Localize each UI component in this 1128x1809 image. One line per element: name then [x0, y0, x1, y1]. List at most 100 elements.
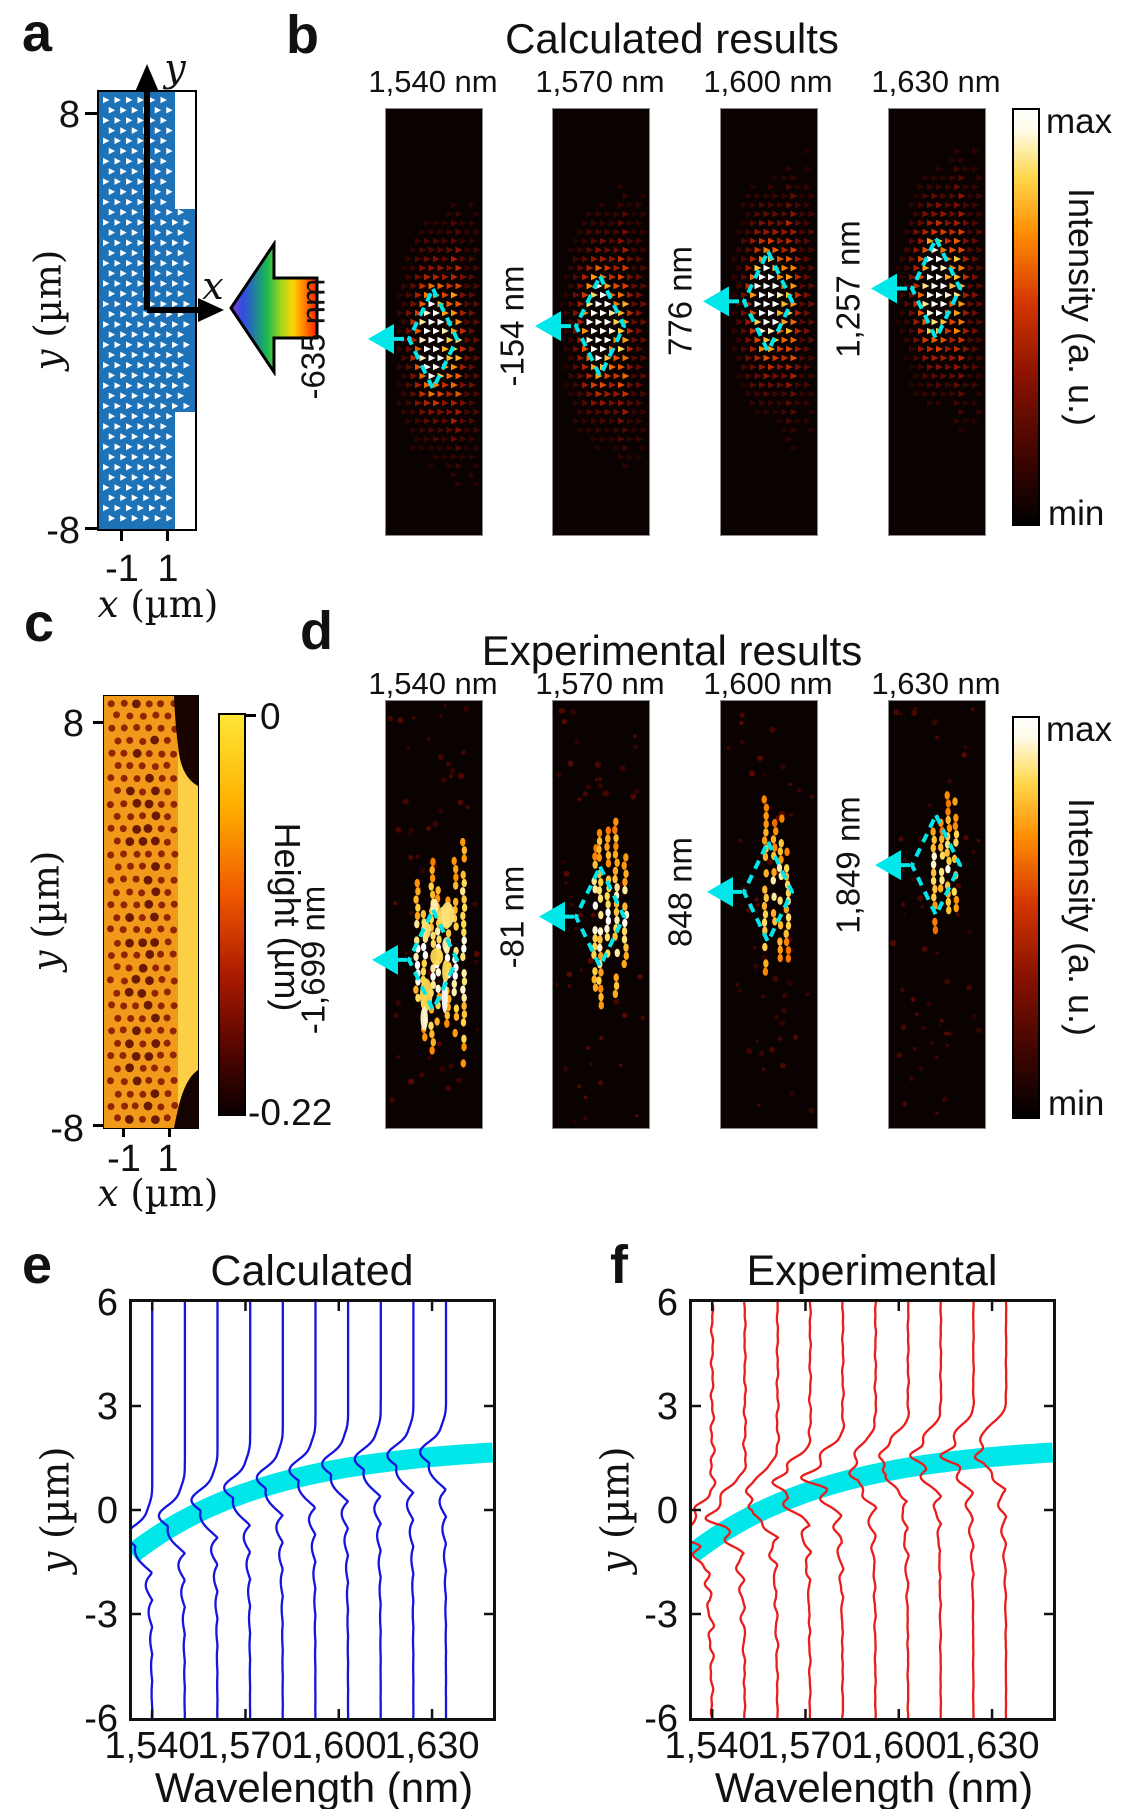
- panel-f-title: Experimental: [746, 1247, 998, 1295]
- e-ytick: 0: [96, 1490, 118, 1532]
- e-plot: [125, 1299, 496, 1721]
- a-xtick-neg: -1: [105, 548, 139, 590]
- c-yaxis-label: y (µm): [24, 850, 68, 972]
- panel-e-title: Calculated: [210, 1247, 414, 1295]
- afm-height-map: [103, 695, 199, 1129]
- c-tickmark: [93, 1124, 103, 1127]
- e-ytick: 6: [96, 1282, 118, 1324]
- f-xtick: 1,540: [664, 1725, 760, 1767]
- d-shift-label-1: -81 nm: [493, 865, 531, 969]
- a-ytick-top: 8: [58, 94, 80, 136]
- d-wavelength-1: 1,570 nm: [535, 666, 665, 701]
- d-colorbar-min: min: [1048, 1084, 1105, 1123]
- f-ytick: 0: [656, 1490, 678, 1532]
- c-height-colorbar: [218, 713, 246, 1116]
- b-shift-label-0: -635 nm: [294, 278, 332, 400]
- f-xtick: 1,570: [757, 1725, 853, 1767]
- panel-c-label: c: [24, 593, 55, 653]
- b-shift-label-2: 776 nm: [661, 246, 699, 357]
- intensity-profile-trace: [288, 1302, 317, 1718]
- d-colorbar-title: Intensity (a. u.): [1061, 797, 1102, 1037]
- b-colorbar-min: min: [1048, 494, 1105, 533]
- e-ytick: 3: [96, 1386, 118, 1428]
- intensity-profile-trace: [744, 1302, 781, 1719]
- d-intensity-map-1570: [553, 701, 649, 1128]
- intensity-profile-trace: [848, 1301, 878, 1719]
- f-yaxis-label: y (µm): [593, 1446, 639, 1574]
- f-plot: [674, 1299, 1056, 1721]
- b-colorbar-max: max: [1046, 102, 1113, 141]
- a-tickmark: [120, 531, 123, 541]
- c-tickmark: [122, 1128, 125, 1137]
- focal-trajectory-band: [685, 1442, 1054, 1562]
- d-wavelength-3: 1,630 nm: [871, 666, 1001, 701]
- intensity-profile-trace: [386, 1302, 415, 1718]
- a-xaxis-label: x (µm): [97, 583, 219, 626]
- intensity-profile-trace: [418, 1302, 448, 1718]
- panel-d-label: d: [300, 601, 333, 661]
- b-intensity-colorbar: [1012, 108, 1040, 526]
- a-ytick-bottom: -8: [46, 510, 80, 552]
- b-shift-label-1: -154 nm: [493, 265, 531, 387]
- d-map-streaks: [387, 703, 480, 1104]
- intensity-profile-trace: [704, 1302, 748, 1718]
- afm-height-map-image: [104, 696, 198, 1128]
- b-wavelength-3: 1,630 nm: [871, 64, 1001, 99]
- intensity-profile-trace: [973, 1301, 1008, 1718]
- f-ytick: 3: [656, 1386, 678, 1428]
- c-colorbar-tick: [246, 714, 256, 717]
- b-wavelength-1: 1,570 nm: [535, 64, 665, 99]
- e-xtick: 1,600: [291, 1725, 387, 1767]
- b-wavelength-0: 1,540 nm: [368, 64, 498, 99]
- d-colorbar-max: max: [1046, 710, 1113, 749]
- e-xtick: 1,570: [197, 1725, 293, 1767]
- a-xtick-pos: 1: [157, 548, 179, 590]
- d-wavelength-2: 1,600 nm: [703, 666, 833, 701]
- e-xaxis-label: Wavelength (nm): [154, 1764, 474, 1809]
- a-tickmark: [85, 112, 97, 115]
- f-xtick: 1,600: [851, 1725, 947, 1767]
- b-map-speckles: [392, 201, 481, 488]
- c-xtick-neg: -1: [107, 1138, 141, 1180]
- b-wavelength-2: 1,600 nm: [703, 64, 833, 99]
- d-map-streaks: [890, 706, 982, 1116]
- f-xtick: 1,630: [944, 1725, 1040, 1767]
- intensity-profile-trace: [321, 1302, 350, 1718]
- f-ytick: -3: [644, 1594, 678, 1636]
- d-intensity-map-1540: [386, 701, 482, 1128]
- panel-b-title: Calculated results: [505, 15, 839, 62]
- panel-d-title: Experimental results: [481, 627, 863, 674]
- f-xaxis-label: Wavelength (nm): [714, 1764, 1034, 1809]
- y-axis-symbol: y: [164, 46, 186, 90]
- b-shift-label-3: 1,257 nm: [829, 219, 867, 358]
- intensity-profile-trace: [909, 1302, 943, 1718]
- intensity-profile-trace: [353, 1302, 382, 1718]
- d-intensity-colorbar: [1012, 716, 1040, 1119]
- b-map-speckles: [895, 147, 984, 434]
- x-axis-arrow-icon: [198, 298, 224, 322]
- intensity-profile-trace: [939, 1302, 976, 1718]
- x-axis-symbol: x: [202, 264, 224, 308]
- y-axis-arrow-icon: [135, 64, 159, 92]
- focal-trajectory-band: [125, 1442, 494, 1562]
- a-yaxis-label: y (µm): [26, 249, 70, 371]
- e-ytick: -3: [84, 1594, 118, 1636]
- d-shift-label-0: -1,699 nm: [294, 885, 332, 1035]
- f-ytick: -6: [644, 1698, 678, 1740]
- e-plot-canvas: [125, 1302, 494, 1719]
- coordinate-axes: [135, 64, 224, 322]
- f-plot-canvas: [674, 1301, 1054, 1719]
- panel-f-label: f: [610, 1235, 628, 1295]
- intensity-profile-trace: [223, 1302, 252, 1718]
- intensity-profile-trace: [190, 1302, 219, 1719]
- panel-e-label: e: [22, 1235, 53, 1295]
- b-intensity-map-1570: [553, 109, 649, 535]
- c-colorbar-top: 0: [260, 696, 281, 737]
- b-map-speckles: [732, 147, 816, 452]
- c-tickmark: [93, 721, 103, 724]
- intensity-profile-trace: [125, 1302, 154, 1718]
- intensity-profile-trace: [157, 1302, 187, 1718]
- b-intensity-map-1540: [386, 109, 482, 535]
- intensity-profile-trace: [878, 1301, 910, 1718]
- a-tickmark: [166, 531, 169, 541]
